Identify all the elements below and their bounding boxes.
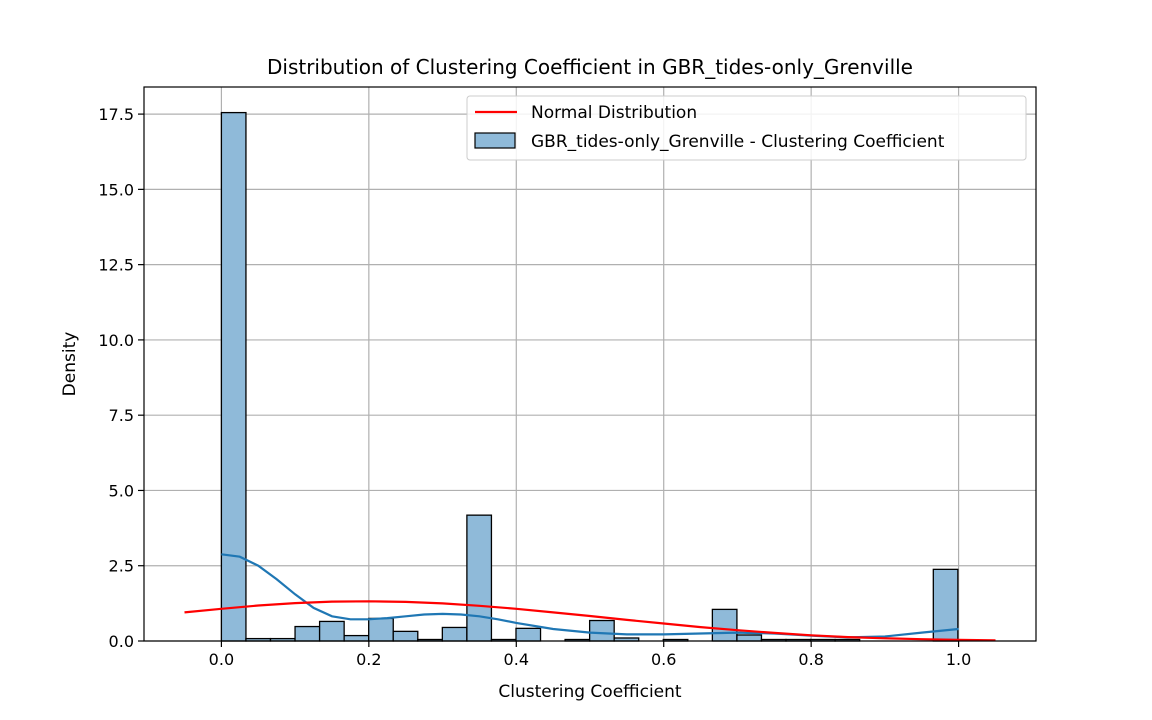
y-tick-label: 10.0 (98, 331, 134, 350)
histogram-bar (736, 634, 763, 642)
histogram-bar (318, 620, 345, 642)
histogram-bar (343, 634, 370, 642)
legend-histogram-label: GBR_tides-only_Grenville - Clustering Co… (531, 132, 945, 152)
x-tick-label: 0.6 (651, 650, 676, 669)
histogram-bar (441, 626, 468, 642)
histogram-bar (466, 514, 493, 642)
chart-title: Distribution of Clustering Coefficient i… (267, 55, 913, 79)
grid (144, 87, 1036, 642)
x-tick-label: 0.4 (504, 650, 529, 669)
histogram-bar (294, 625, 321, 642)
x-tick-label: 1.0 (946, 650, 971, 669)
x-axis-label: Clustering Coefficient (498, 682, 681, 702)
x-axis-ticks: 0.0 0.2 0.4 0.6 0.8 1.0 (209, 641, 971, 669)
y-tick-label: 0.0 (109, 632, 134, 651)
histogram-bars (220, 111, 959, 642)
x-tick-label: 0.8 (798, 650, 823, 669)
y-tick-label: 2.5 (109, 557, 134, 576)
legend-normal-label: Normal Distribution (531, 103, 697, 123)
y-tick-label: 17.5 (98, 105, 134, 124)
legend-histogram-swatch (474, 132, 516, 149)
histogram-bar (515, 627, 542, 642)
y-tick-label: 15.0 (98, 180, 134, 199)
histogram-bar (220, 111, 247, 642)
histogram-bar (368, 617, 394, 642)
y-axis-label: Density (60, 332, 80, 397)
x-tick-label: 0.0 (209, 650, 234, 669)
normal-distribution-curve (184, 600, 996, 642)
histogram-bar (711, 608, 738, 642)
plot-frame (143, 86, 1037, 642)
legend-box (466, 95, 1027, 161)
y-tick-label: 12.5 (98, 256, 134, 275)
y-axis-ticks: 0.0 2.5 5.0 7.5 10.0 12.5 15.0 17.5 (98, 105, 144, 651)
histogram-bar (392, 630, 419, 642)
histogram-bar (588, 619, 615, 642)
y-tick-label: 7.5 (109, 406, 134, 425)
legend: Normal Distribution GBR_tides-only_Grenv… (466, 95, 1027, 161)
x-tick-label: 0.2 (356, 650, 381, 669)
y-tick-label: 5.0 (109, 481, 134, 500)
